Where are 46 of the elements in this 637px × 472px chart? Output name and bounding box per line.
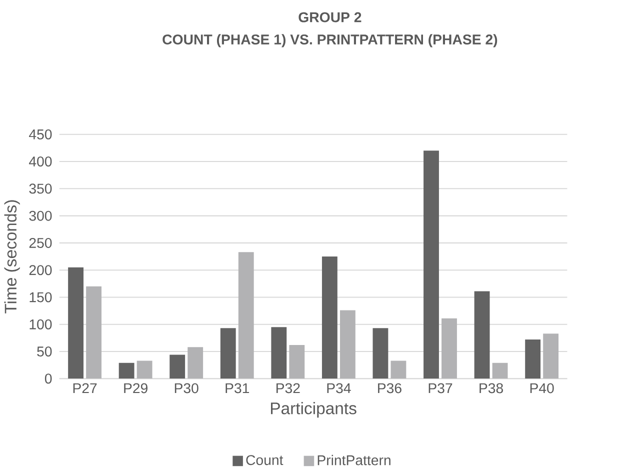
bar — [136, 360, 152, 379]
bar — [390, 360, 406, 379]
x-tick-label: P32 — [276, 383, 300, 394]
x-tick-label: P40 — [530, 383, 554, 394]
bar — [118, 362, 134, 379]
x-tick-label: P38 — [480, 383, 503, 394]
bar — [543, 333, 559, 379]
y-tick-label: 100 — [30, 319, 52, 330]
bar — [372, 328, 388, 379]
bar — [170, 354, 186, 379]
x-tick-label: P37 — [428, 383, 452, 394]
y-tick-label: 300 — [29, 210, 52, 221]
x-tick-label: P29 — [124, 383, 148, 394]
legend-label: Count — [246, 454, 284, 465]
y-tick-label: 0 — [44, 374, 52, 384]
bar — [340, 310, 356, 379]
y-axis-title: Time (seconds) — [4, 200, 20, 314]
bar — [322, 256, 338, 379]
bar — [289, 344, 305, 379]
y-tick-label: 150 — [30, 292, 52, 302]
bar — [86, 286, 102, 379]
y-tick-label: 400 — [29, 156, 52, 166]
chart-title: GROUP 2 — [298, 12, 362, 22]
bar — [525, 339, 541, 379]
x-tick-label: P34 — [327, 383, 351, 394]
y-tick-label: 250 — [29, 238, 52, 248]
bar — [424, 150, 439, 379]
y-tick-label: 450 — [29, 129, 52, 140]
x-tick-label: P30 — [174, 383, 198, 394]
y-tick-label: 50 — [37, 346, 52, 356]
x-axis-title: Participants — [271, 402, 356, 418]
bar — [442, 318, 457, 379]
x-tick-label: P36 — [378, 383, 402, 394]
bar — [188, 347, 204, 379]
bar — [474, 291, 490, 379]
y-tick-label: 350 — [29, 184, 52, 194]
bar — [238, 252, 254, 379]
bar — [68, 267, 84, 379]
chart-subtitle: COUNT (PHASE 1) VS. PRINTPATTERN (PHASE 2) — [162, 34, 498, 48]
x-tick-label: P27 — [73, 383, 97, 393]
x-tick-label: P31 — [226, 383, 250, 394]
bar — [220, 328, 236, 379]
legend-label: PrintPattern — [318, 454, 390, 466]
y-tick-label: 200 — [29, 265, 52, 275]
bar — [492, 362, 508, 379]
bar — [271, 326, 287, 379]
